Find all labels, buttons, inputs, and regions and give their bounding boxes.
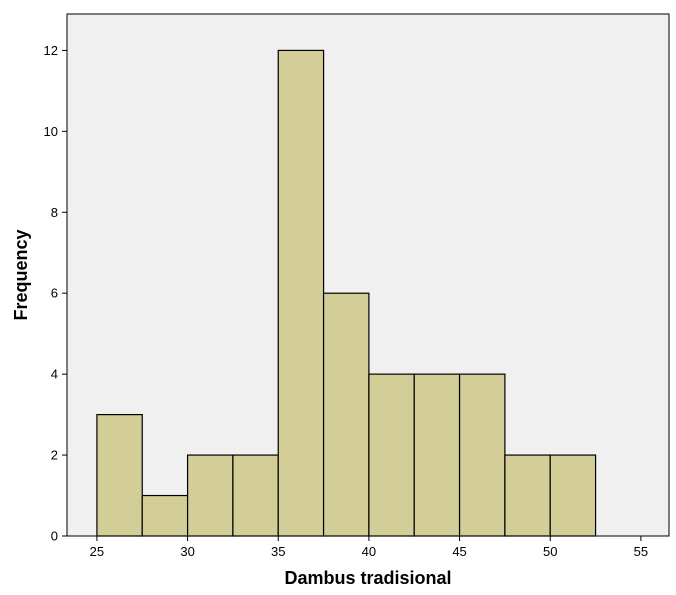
histogram-bar-4 xyxy=(277,49,325,537)
y-tick-label-4: 8 xyxy=(51,205,58,220)
bars-group xyxy=(96,49,597,537)
histogram-bar-9 xyxy=(504,454,551,537)
x-tick-label-3: 40 xyxy=(362,544,376,559)
x-tick-label-4: 45 xyxy=(452,544,466,559)
histogram-bar-5 xyxy=(322,292,370,537)
histogram-bar-10 xyxy=(549,454,597,537)
y-tick-label-2: 4 xyxy=(51,367,58,382)
y-tick-label-6: 12 xyxy=(44,43,58,58)
histogram-bar-0 xyxy=(96,414,143,537)
x-tick-label-6: 55 xyxy=(634,544,648,559)
histogram-bar-7 xyxy=(413,373,461,537)
x-axis: 25 30 35 40 45 50 55 xyxy=(90,536,648,559)
y-tick-label-5: 10 xyxy=(44,124,58,139)
histogram-bar-8 xyxy=(458,373,506,537)
x-tick-label-5: 50 xyxy=(543,544,557,559)
histogram-bar-2 xyxy=(186,454,234,537)
x-tick-label-2: 35 xyxy=(271,544,285,559)
x-tick-label-1: 30 xyxy=(180,544,194,559)
x-axis-title: Dambus tradisional xyxy=(284,568,451,588)
x-tick-label-0: 25 xyxy=(90,544,104,559)
histogram-bar-6 xyxy=(368,373,415,537)
y-axis: 0 2 4 6 8 10 12 xyxy=(44,43,67,544)
y-axis-title: Frequency xyxy=(11,229,31,320)
y-tick-label-0: 0 xyxy=(51,529,58,544)
y-tick-label-1: 2 xyxy=(51,448,58,463)
histogram-bar-3 xyxy=(232,454,279,537)
y-tick-label-3: 6 xyxy=(51,286,58,301)
histogram-bar-1 xyxy=(141,494,189,537)
